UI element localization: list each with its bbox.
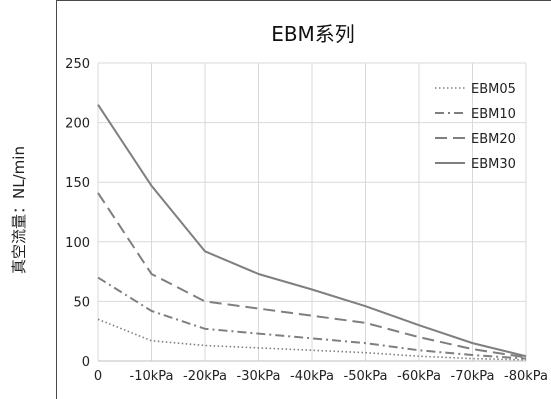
x-tick-label: -50kPa [344, 369, 388, 384]
series-line-ebm10 [97, 276, 527, 360]
line-chart: EBM系列 0 50 100 150 200 250 0 -10kPa -20kPa -30kPa… [65, 22, 548, 384]
y-axis-label-svg: 真空流量：NL/min [10, 146, 28, 274]
chart-frame: EBM系列 0 50 100 150 200 250 0 -10kPa -20kPa -30kPa… [56, 0, 551, 399]
series-line-ebm20 [97, 192, 527, 359]
x-tick-label: 0 [94, 369, 102, 384]
legend-label-ebm30: EBM30 [471, 157, 516, 172]
y-tick-label: 200 [65, 117, 90, 132]
y-tick-label: 250 [65, 57, 90, 72]
x-tick-label: -30kPa [237, 369, 281, 384]
y-tick-label: 50 [73, 295, 90, 310]
legend-label-ebm10: EBM10 [471, 107, 516, 122]
axes: 0 50 100 150 200 250 0 -10kPa -20kPa -30kPa -40kPa… [65, 57, 548, 384]
y-tick-label: 0 [82, 355, 90, 370]
x-tick-label: -60kPa [397, 369, 441, 384]
x-tick-label: -80kPa [504, 369, 548, 384]
series-group [97, 104, 527, 361]
x-tick-label: -20kPa [183, 369, 227, 384]
legend-label-ebm20: EBM20 [471, 132, 516, 147]
y-axis-label: 真空流量：NL/min [10, 146, 28, 274]
x-tick-label: -10kPa [130, 369, 174, 384]
x-tick-label: -40kPa [290, 369, 334, 384]
y-tick-label: 150 [65, 176, 90, 191]
grid-lines [97, 62, 527, 362]
legend: EBM05 EBM10 EBM20 EBM30 [435, 82, 516, 172]
series-line-ebm05 [97, 318, 527, 361]
chart-title: EBM系列 [271, 22, 355, 46]
legend-label-ebm05: EBM05 [471, 82, 516, 97]
y-axis-label-area: 真空流量：NL/min [0, 0, 56, 399]
x-tick-label: -70kPa [451, 369, 495, 384]
y-tick-label: 100 [65, 236, 90, 251]
